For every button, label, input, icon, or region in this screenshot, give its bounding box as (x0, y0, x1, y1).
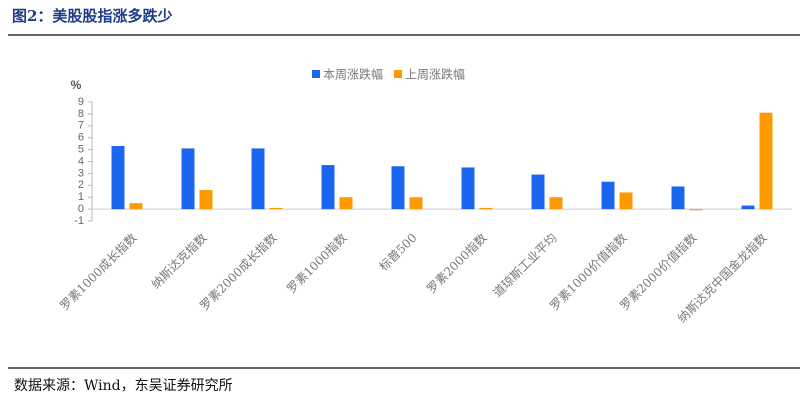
legend-label: 本周涨跌幅 (323, 67, 383, 82)
y-tick-label: 9 (78, 96, 84, 108)
bar (391, 166, 405, 210)
y-tick-label: 5 (78, 144, 84, 156)
bar (671, 186, 685, 210)
bar (759, 112, 773, 210)
y-tick-label: 4 (78, 155, 84, 167)
bar (199, 190, 213, 210)
y-tick-label: -1 (74, 215, 84, 227)
y-tick-label: 7 (78, 120, 84, 132)
y-tick-label: 0 (78, 203, 84, 215)
bar (479, 207, 493, 210)
source: 数据来源：Wind，东吴证券研究所 (14, 378, 233, 394)
bar (129, 203, 143, 210)
y-tick-label: 2 (78, 179, 84, 191)
legend-label: 上周涨跌幅 (405, 67, 465, 82)
x-tick-label: 罗素1000价值指数 (546, 230, 629, 313)
bar (619, 192, 633, 210)
y-axis-label: % (71, 78, 82, 92)
y-tick-label: 1 (78, 191, 84, 203)
bar (461, 167, 475, 210)
x-tick-label: 罗素1000指数 (283, 230, 349, 296)
bar (409, 197, 423, 210)
x-tick-label: 罗素2000指数 (423, 230, 489, 296)
bar (689, 209, 703, 211)
x-tick-label: 罗素2000成长指数 (196, 230, 279, 313)
bar (181, 148, 195, 210)
bar (549, 197, 563, 210)
x-tick-label: 纳斯达克指数 (148, 230, 210, 292)
bar (269, 207, 283, 210)
bar (531, 174, 545, 210)
bar (251, 148, 265, 210)
legend-swatch (312, 70, 320, 78)
x-tick-label: 道琼斯工业平均 (490, 230, 560, 300)
x-tick-label: 标普500 (377, 231, 420, 274)
y-tick-label: 8 (78, 108, 84, 120)
bar (741, 205, 755, 210)
bar (339, 197, 353, 210)
bar (321, 165, 335, 210)
legend-swatch (394, 70, 402, 78)
bar (111, 146, 125, 210)
title: 图2：美股股指涨多跌少 (12, 7, 172, 25)
bar (601, 181, 615, 210)
y-tick-label: 3 (78, 167, 84, 179)
y-tick-label: 6 (78, 132, 84, 144)
x-tick-label: 罗素2000价值指数 (616, 230, 699, 313)
x-tick-label: 罗素1000成长指数 (56, 230, 139, 313)
